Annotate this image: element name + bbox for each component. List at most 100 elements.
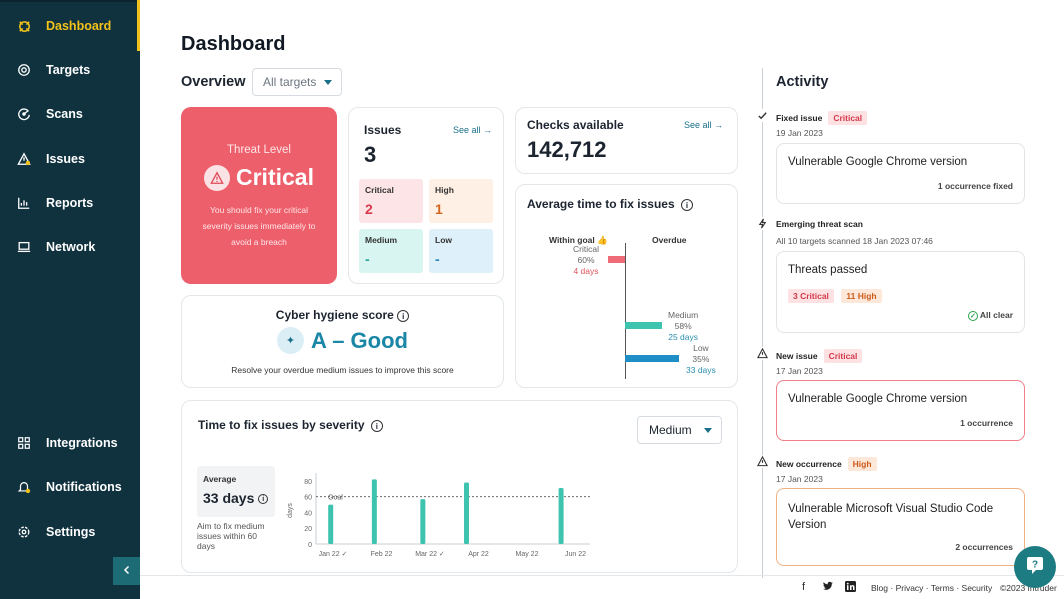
sidebar-item-label: Notifications <box>46 480 122 494</box>
reports-icon <box>16 195 32 211</box>
checks-see-all-link[interactable]: See all → <box>684 120 723 130</box>
overview-title: Overview <box>181 74 246 90</box>
sparkle-icon: ✦ <box>277 327 305 354</box>
sidebar-item-label: Reports <box>46 196 94 210</box>
sidebar-item-dashboard[interactable]: Dashboard <box>0 0 140 51</box>
severity-medium-tile[interactable]: Medium - <box>359 229 423 273</box>
network-icon <box>16 239 32 255</box>
event-title: New issue Critical <box>776 349 863 363</box>
sidebar-item-scans[interactable]: Scans <box>0 99 140 129</box>
severity-low-tile[interactable]: Low - <box>429 229 493 273</box>
sidebar-item-reports[interactable]: Reports <box>0 188 140 218</box>
severity-value: 2 <box>365 201 373 217</box>
caret-down-icon <box>704 428 712 433</box>
severity-tag: Critical <box>828 111 868 125</box>
event-card-note: All clear <box>979 310 1013 320</box>
event-card[interactable]: Threats passed 3 Critical 11 High ✓ All … <box>776 251 1025 333</box>
chat-button[interactable]: ? <box>1014 546 1056 588</box>
info-icon[interactable]: i <box>370 420 383 432</box>
collapse-sidebar-button[interactable] <box>113 557 140 585</box>
severity-select[interactable]: Medium <box>637 416 722 444</box>
sidebar-item-settings[interactable]: Settings <box>0 517 140 547</box>
settings-icon <box>16 524 32 540</box>
chart-bar <box>558 488 564 544</box>
activity-timeline <box>762 68 763 578</box>
arrow-right-icon: → <box>483 125 493 135</box>
row-days: 25 days <box>668 332 698 342</box>
average-label: Average <box>203 474 237 484</box>
facebook-icon[interactable]: f <box>802 581 806 593</box>
sidebar-item-issues[interactable]: Issues <box>0 144 140 174</box>
severity-label: High <box>435 185 454 195</box>
twitter-icon[interactable] <box>822 581 834 594</box>
row-days: 4 days <box>573 266 599 276</box>
aim-text: Aim to fix medium issues within 60 days <box>197 521 265 551</box>
event-card[interactable]: Vulnerable Google Chrome version 1 occur… <box>776 143 1025 204</box>
info-icon[interactable]: i <box>680 199 693 211</box>
event-card-note: 2 occurrences <box>955 542 1013 552</box>
footer-links[interactable]: Blog · Privacy · Terms · Security <box>871 583 993 593</box>
footer-copyright: ©2023 Intruder <box>1000 583 1057 593</box>
sidebar-item-notifications[interactable]: Notifications <box>0 472 140 502</box>
event-card-title: Vulnerable Microsoft Visual Studio Code … <box>788 503 994 531</box>
scans-icon <box>16 106 32 122</box>
info-icon[interactable]: i <box>258 494 269 505</box>
chart-bar <box>420 499 426 544</box>
severity-select-value: Medium <box>649 423 692 437</box>
sidebar-item-label: Network <box>46 240 96 254</box>
check-icon <box>756 109 769 122</box>
linkedin-icon[interactable] <box>845 581 856 594</box>
severity-critical-tile[interactable]: Critical 2 <box>359 179 423 223</box>
warning-icon <box>204 164 230 191</box>
event-date: 19 Jan 2023 <box>776 128 823 138</box>
y-axis-label: days <box>287 503 294 518</box>
page-title: Dashboard <box>181 33 286 55</box>
svg-text:?: ? <box>1032 559 1038 570</box>
hygiene-title-text: Cyber hygiene score <box>275 308 394 322</box>
event-title: Emerging threat scan <box>776 219 863 229</box>
event-title-text: New issue <box>776 351 818 361</box>
issues-card: Issues See all → 3 Critical 2 High 1 Med… <box>348 107 504 284</box>
cyber-hygiene-card: Cyber hygiene score i ✦ A – Good Resolve… <box>181 295 504 388</box>
issues-see-all-link[interactable]: See all → <box>453 125 492 135</box>
severity-value: - <box>435 251 440 267</box>
average-time-title: Average time to fix issues i <box>527 197 693 211</box>
row-days: 33 days <box>686 365 716 375</box>
checks-title: Checks available <box>527 118 624 132</box>
severity-tag: Critical <box>823 349 863 363</box>
event-card[interactable]: Vulnerable Microsoft Visual Studio Code … <box>776 488 1025 566</box>
critical-row-label: Critical 60% 4 days <box>573 244 599 277</box>
chat-icon: ? <box>1024 554 1046 581</box>
badge-critical: 3 Critical <box>788 289 834 303</box>
sidebar-item-targets[interactable]: Targets <box>0 55 140 85</box>
severity-high-tile[interactable]: High 1 <box>429 179 493 223</box>
threat-level-card: Threat Level Critical You should fix you… <box>181 107 337 284</box>
time-to-fix-title-text: Time to fix issues by severity <box>198 418 365 432</box>
targets-select[interactable]: All targets <box>252 68 342 96</box>
row-label: Critical <box>573 244 599 254</box>
critical-bar <box>608 256 625 263</box>
check-circle-icon: ✓ <box>967 311 978 321</box>
bolt-icon <box>756 217 769 230</box>
within-goal-text: Within goal <box>549 235 595 245</box>
chevron-left-icon <box>122 562 132 580</box>
targets-select-value: All targets <box>263 75 317 89</box>
warning-icon <box>756 455 769 468</box>
row-label: Medium <box>668 310 699 320</box>
x-tick-label: Jan 22 ✓ <box>319 551 348 558</box>
sidebar-item-integrations[interactable]: Integrations <box>0 428 140 458</box>
hygiene-title: Cyber hygiene score i <box>182 308 503 322</box>
info-icon[interactable]: i <box>397 310 410 322</box>
event-card[interactable]: Vulnerable Google Chrome version 1 occur… <box>776 380 1025 441</box>
activity-title: Activity <box>776 74 829 90</box>
see-all-label: See all <box>453 125 481 135</box>
checks-card: Checks available See all → 142,712 <box>515 107 738 174</box>
dashboard-icon <box>16 18 32 34</box>
overdue-label: Overdue <box>652 235 687 245</box>
severity-value: - <box>365 251 370 267</box>
event-title: New occurrence High <box>776 457 877 471</box>
within-goal-label: Within goal 👍 <box>549 235 608 246</box>
sidebar-item-network[interactable]: Network <box>0 232 140 262</box>
event-title-text: Fixed issue <box>776 113 823 123</box>
threat-level-value: Critical <box>236 164 314 190</box>
